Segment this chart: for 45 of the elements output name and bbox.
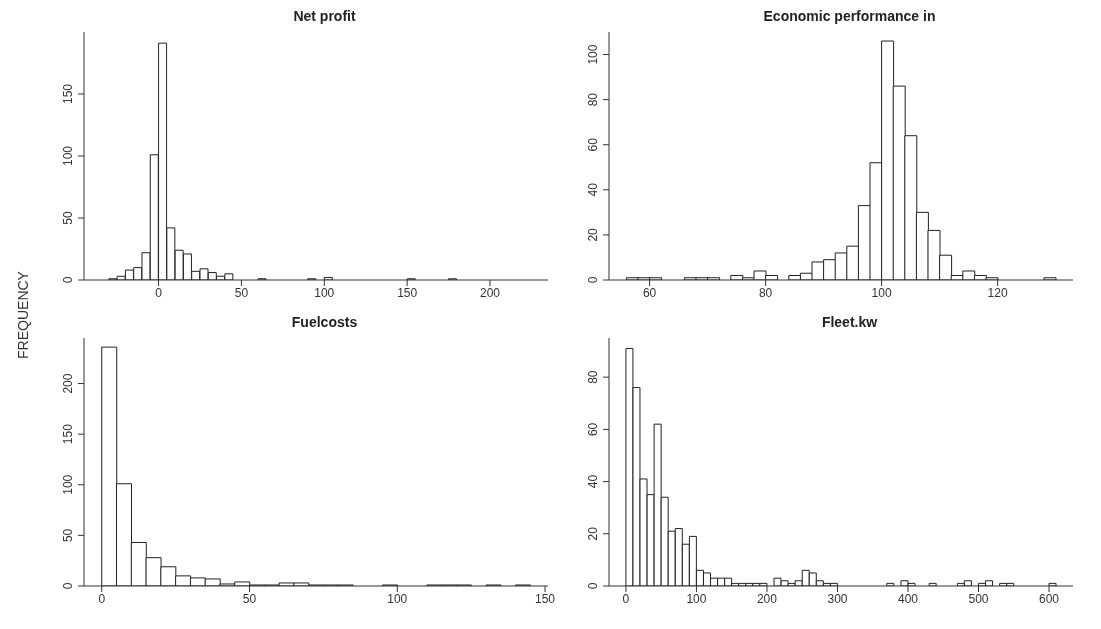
x-tick-label: 150 <box>535 591 556 606</box>
x-tick-label: 0 <box>98 591 106 606</box>
y-tick-label: 100 <box>61 145 75 167</box>
chart-title: Fleet.kw <box>820 314 879 330</box>
y-tick-label: 20 <box>586 227 600 242</box>
x-tick-label: 100 <box>387 591 408 606</box>
y-tick-label: 40 <box>586 182 600 197</box>
x-tick-label: 100 <box>686 591 707 606</box>
y-tick-label: 50 <box>61 211 75 225</box>
chart-title: Net profit <box>292 8 357 24</box>
y-tick-label: 0 <box>586 276 600 284</box>
y-tick-label: 20 <box>586 526 600 541</box>
x-tick-label: 600 <box>1039 591 1060 606</box>
y-tick-label: 80 <box>586 92 600 107</box>
x-tick-label: 50 <box>234 285 249 300</box>
y-tick-label: 60 <box>586 422 600 437</box>
y-axis-title: FREQUENCY <box>15 270 31 359</box>
y-tick-label: 100 <box>61 474 75 495</box>
x-tick-label: 400 <box>897 591 919 606</box>
x-tick-label: 0 <box>155 285 163 300</box>
x-tick-label: 120 <box>987 285 1008 300</box>
y-tick-label: 60 <box>586 137 600 152</box>
x-tick-label: 150 <box>397 285 418 300</box>
y-tick-label: 0 <box>586 582 600 590</box>
x-tick-label: 200 <box>479 285 501 300</box>
x-tick-label: 50 <box>242 591 257 606</box>
x-tick-label: 80 <box>758 285 773 300</box>
y-tick-label: 0 <box>61 582 75 590</box>
x-tick-label: 100 <box>871 285 892 300</box>
x-tick-label: 100 <box>314 285 335 300</box>
x-tick-label: 60 <box>642 285 657 300</box>
y-tick-label: 50 <box>61 528 75 543</box>
y-tick-label: 0 <box>61 276 75 284</box>
y-tick-label: 150 <box>61 423 75 445</box>
chart-title: Economic performance in <box>762 8 937 24</box>
x-tick-label: 500 <box>968 591 989 606</box>
y-tick-label: 150 <box>61 83 75 105</box>
y-tick-label: 100 <box>586 44 600 65</box>
x-tick-label: 0 <box>622 591 630 606</box>
x-tick-label: 200 <box>756 591 778 606</box>
y-tick-label: 200 <box>61 373 75 394</box>
chart-title: Fuelcosts <box>290 314 359 330</box>
y-tick-label: 80 <box>586 370 600 384</box>
y-tick-label: 40 <box>586 474 600 489</box>
x-tick-label: 300 <box>827 591 848 606</box>
